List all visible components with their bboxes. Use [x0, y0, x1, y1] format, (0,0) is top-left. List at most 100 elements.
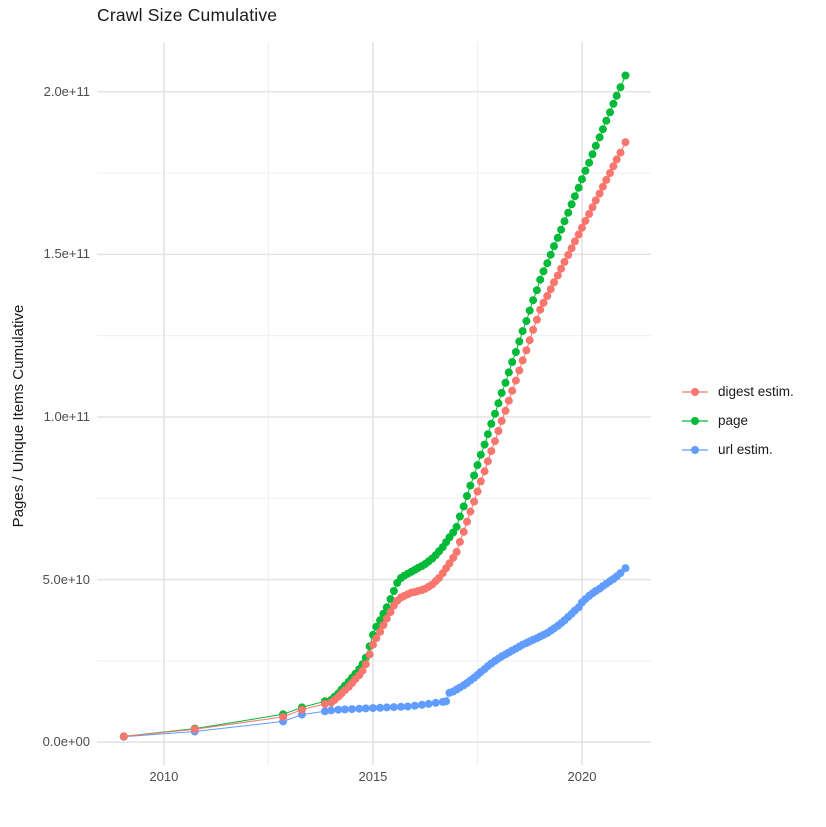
data-point-page	[494, 399, 503, 408]
data-point-digest-estim	[591, 196, 600, 205]
data-point-page	[480, 440, 489, 449]
data-point-digest-estim	[459, 527, 468, 536]
data-point-page	[570, 192, 579, 201]
data-point-url-estim	[355, 704, 364, 713]
data-point-digest-estim	[449, 553, 458, 562]
data-point-page	[621, 71, 630, 80]
data-point-url-estim	[382, 703, 391, 712]
data-point-page	[536, 275, 545, 284]
data-point-page	[522, 317, 531, 326]
data-point-page	[574, 183, 583, 192]
data-point-url-estim	[369, 704, 377, 713]
y-tick-label: 2.0e+11	[43, 83, 90, 99]
data-point-page	[466, 481, 475, 490]
data-point-digest-estim	[501, 406, 510, 415]
data-point-digest-estim	[557, 264, 566, 273]
data-point-digest-estim	[581, 216, 590, 225]
data-point-digest-estim	[379, 621, 388, 630]
data-point-digest-estim	[386, 608, 395, 617]
data-point-digest-estim	[602, 175, 611, 184]
data-point-page	[560, 217, 569, 226]
data-point-digest-estim	[588, 203, 597, 212]
data-point-page	[529, 296, 538, 305]
legend-label-digest-estim: digest estim.	[718, 384, 794, 399]
data-point-url-estim	[389, 703, 398, 712]
data-point-page	[459, 502, 468, 511]
data-point-digest-estim	[585, 210, 594, 218]
data-point-digest-estim	[358, 666, 367, 675]
data-point-page	[463, 492, 471, 500]
data-point-digest-estim	[483, 457, 492, 466]
data-point-digest-estim	[570, 237, 579, 246]
data-point-page	[504, 368, 513, 377]
data-point-page	[491, 409, 499, 418]
data-point-url-estim	[327, 706, 336, 715]
data-point-page	[546, 250, 555, 259]
data-point-digest-estim	[616, 148, 625, 157]
data-point-digest-estim	[470, 497, 479, 506]
legend-item-digest-estim: digest estim.	[681, 377, 794, 406]
data-point-digest-estim	[487, 447, 496, 456]
data-point-digest-estim	[497, 416, 506, 425]
data-point-digest-estim	[361, 660, 370, 669]
data-point-digest-estim	[529, 325, 538, 334]
series-url-estim	[119, 564, 630, 741]
data-point-page	[564, 208, 573, 217]
data-point-url-estim	[361, 704, 370, 713]
data-point-url-estim	[403, 702, 412, 711]
data-point-page	[487, 419, 496, 428]
data-point-digest-estim	[297, 705, 306, 714]
data-point-page	[452, 522, 461, 531]
data-point-digest-estim	[536, 305, 545, 314]
data-point-page	[515, 337, 524, 346]
data-point-digest-estim	[522, 346, 531, 355]
data-point-digest-estim	[320, 699, 329, 708]
legend-label-url-estim: url estim.	[718, 442, 773, 457]
data-point-url-estim	[410, 701, 419, 710]
data-point-page	[567, 200, 576, 209]
data-point-digest-estim	[511, 376, 520, 385]
data-point-url-estim	[348, 705, 356, 714]
data-point-url-estim	[431, 698, 440, 707]
x-tick-label: 2015	[358, 769, 388, 784]
legend-label-page: page	[718, 413, 749, 428]
series-page	[119, 71, 630, 741]
data-point-url-estim	[376, 703, 385, 712]
data-point-digest-estim	[190, 725, 199, 734]
legend-key-marker-icon	[682, 445, 708, 454]
y-tick-label: 1.0e+11	[43, 408, 90, 424]
data-point-page	[557, 225, 566, 234]
data-point-digest-estim	[369, 640, 377, 649]
data-point-page	[591, 141, 600, 150]
data-point-page	[609, 99, 618, 108]
data-point-url-estim	[397, 702, 405, 711]
data-point-page	[386, 595, 395, 604]
data-point-digest-estim	[609, 162, 618, 171]
y-tick-label: 5.0e+10	[42, 571, 90, 587]
data-point-page	[616, 83, 625, 92]
legend-key-point	[691, 445, 699, 454]
data-point-digest-estim	[508, 386, 517, 395]
data-point-digest-estim	[452, 548, 461, 556]
data-point-digest-estim	[504, 396, 513, 405]
data-point-url-estim	[417, 700, 426, 709]
data-point-digest-estim	[560, 257, 569, 266]
data-point-page	[578, 175, 586, 184]
data-point-digest-estim	[539, 298, 548, 307]
data-point-page	[539, 267, 548, 276]
data-point-digest-estim	[532, 315, 541, 324]
data-point-digest-estim	[578, 223, 586, 232]
data-point-digest-estim	[476, 477, 485, 486]
data-point-digest-estim	[543, 292, 552, 300]
data-point-page	[476, 450, 485, 459]
data-point-url-estim	[320, 707, 329, 716]
data-point-page	[602, 116, 611, 125]
data-point-digest-estim	[518, 356, 527, 365]
data-point-page	[553, 233, 562, 242]
data-point-page	[470, 471, 479, 480]
data-point-digest-estim	[119, 732, 128, 741]
data-point-digest-estim	[546, 285, 555, 294]
data-point-digest-estim	[550, 278, 558, 287]
data-point-digest-estim	[494, 427, 503, 435]
